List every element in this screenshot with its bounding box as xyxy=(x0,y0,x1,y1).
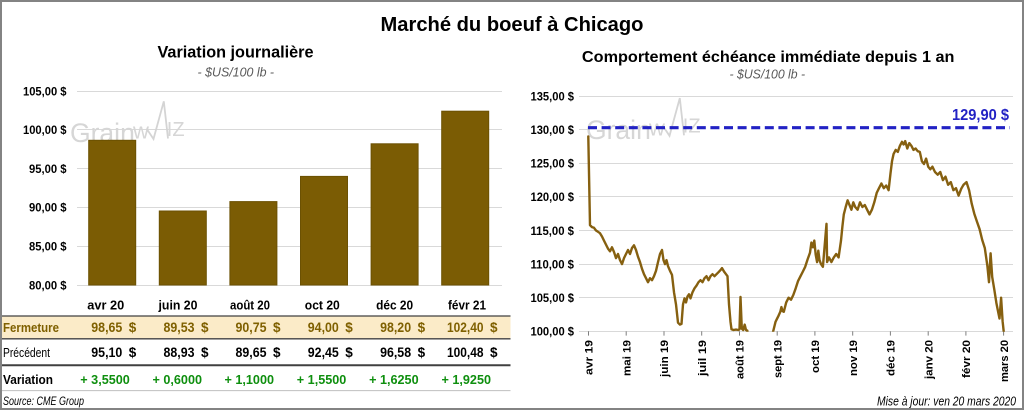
svg-text:115,00 $: 115,00 $ xyxy=(531,224,575,238)
svg-text:août 19: août 19 xyxy=(735,340,747,379)
svg-text:juin 20: juin 20 xyxy=(158,298,198,313)
svg-text:+ 1,9250: + 1,9250 xyxy=(442,372,492,387)
svg-text:$: $ xyxy=(345,345,353,360)
svg-text:130,00 $: 130,00 $ xyxy=(531,123,575,137)
svg-text:mai 19: mai 19 xyxy=(621,340,633,376)
svg-text:98,65: 98,65 xyxy=(91,320,122,335)
svg-text:$: $ xyxy=(273,345,281,360)
svg-text:oct 19: oct 19 xyxy=(810,340,822,373)
svg-text:Fermeture: Fermeture xyxy=(3,320,59,335)
svg-text:100,00 $: 100,00 $ xyxy=(531,325,575,339)
svg-text:avr 20: avr 20 xyxy=(87,298,124,313)
svg-text:$: $ xyxy=(490,320,498,335)
svg-text:août 20: août 20 xyxy=(230,298,270,313)
svg-text:120,00 $: 120,00 $ xyxy=(531,190,575,204)
svg-text:92,45: 92,45 xyxy=(308,345,339,360)
svg-text:$: $ xyxy=(201,320,209,335)
svg-text:102,40: 102,40 xyxy=(447,320,484,335)
svg-text:129,90 $: 129,90 $ xyxy=(952,107,1009,124)
svg-text:94,00: 94,00 xyxy=(308,320,339,335)
svg-text:100,00 $: 100,00 $ xyxy=(23,123,67,137)
svg-text:Précédent: Précédent xyxy=(3,346,50,360)
svg-text:110,00 $: 110,00 $ xyxy=(531,257,575,271)
svg-text:100,48: 100,48 xyxy=(447,345,484,360)
svg-text:$: $ xyxy=(129,345,137,360)
svg-text:89,65: 89,65 xyxy=(236,345,267,360)
svg-text:déc 19: déc 19 xyxy=(886,340,898,376)
svg-text:- $US/100 lb -: - $US/100 lb - xyxy=(730,68,806,82)
svg-text:janv 20: janv 20 xyxy=(923,340,935,380)
svg-text:mars 20: mars 20 xyxy=(999,340,1011,382)
svg-text:+ 0,6000: + 0,6000 xyxy=(153,372,203,387)
svg-text:105,00 $: 105,00 $ xyxy=(531,291,575,305)
svg-text:135,00 $: 135,00 $ xyxy=(531,89,575,103)
svg-text:105,00 $: 105,00 $ xyxy=(23,84,67,98)
svg-text:90,75: 90,75 xyxy=(236,320,267,335)
svg-text:98,20: 98,20 xyxy=(380,320,411,335)
svg-text:- $US/100 lb -: - $US/100 lb - xyxy=(198,66,275,80)
svg-text:Mise à jour: ven 20 mars 2020: Mise à jour: ven 20 mars 2020 xyxy=(877,395,1016,409)
svg-text:$: $ xyxy=(273,320,281,335)
svg-text:88,93: 88,93 xyxy=(164,345,195,360)
svg-text:$: $ xyxy=(129,320,137,335)
svg-text:Comportement échéance immédiat: Comportement échéance immédiate depuis 1… xyxy=(582,49,955,66)
svg-text:89,53: 89,53 xyxy=(164,320,195,335)
svg-text:$: $ xyxy=(345,320,353,335)
svg-text:95,00 $: 95,00 $ xyxy=(29,162,67,176)
svg-text:oct 20: oct 20 xyxy=(305,298,340,313)
svg-text:déc 20: déc 20 xyxy=(376,298,413,313)
svg-text:sept 19: sept 19 xyxy=(772,340,784,378)
svg-text:95,10: 95,10 xyxy=(91,345,122,360)
svg-text:125,00 $: 125,00 $ xyxy=(531,157,575,171)
svg-text:$: $ xyxy=(490,345,498,360)
svg-text:80,00 $: 80,00 $ xyxy=(29,278,67,292)
svg-text:$: $ xyxy=(418,320,426,335)
svg-text:+ 1,6250: + 1,6250 xyxy=(369,372,419,387)
svg-text:avr 19: avr 19 xyxy=(584,340,596,375)
svg-text:IZ: IZ xyxy=(167,119,185,141)
svg-text:+ 3,5500: + 3,5500 xyxy=(80,372,130,387)
svg-text:$: $ xyxy=(418,345,426,360)
svg-text:Variation journalière: Variation journalière xyxy=(158,43,314,62)
svg-text:96,58: 96,58 xyxy=(380,345,411,360)
svg-text:Source: CME Group: Source: CME Group xyxy=(3,396,84,408)
svg-text:$: $ xyxy=(201,345,209,360)
svg-text:juil 19: juil 19 xyxy=(697,340,709,377)
svg-text:nov 19: nov 19 xyxy=(848,340,860,376)
svg-text:90,00 $: 90,00 $ xyxy=(29,201,67,215)
svg-text:févr 21: févr 21 xyxy=(448,298,486,313)
svg-text:Marché du boeuf à Chicago: Marché du boeuf à Chicago xyxy=(381,14,644,36)
svg-text:+ 1,5500: + 1,5500 xyxy=(297,372,347,387)
svg-text:févr 20: févr 20 xyxy=(961,340,973,378)
svg-text:w: w xyxy=(132,119,149,144)
svg-text:85,00 $: 85,00 $ xyxy=(29,240,67,254)
svg-text:Variation: Variation xyxy=(3,372,53,387)
svg-text:juin 19: juin 19 xyxy=(659,340,671,378)
svg-text:+ 1,1000: + 1,1000 xyxy=(225,372,275,387)
